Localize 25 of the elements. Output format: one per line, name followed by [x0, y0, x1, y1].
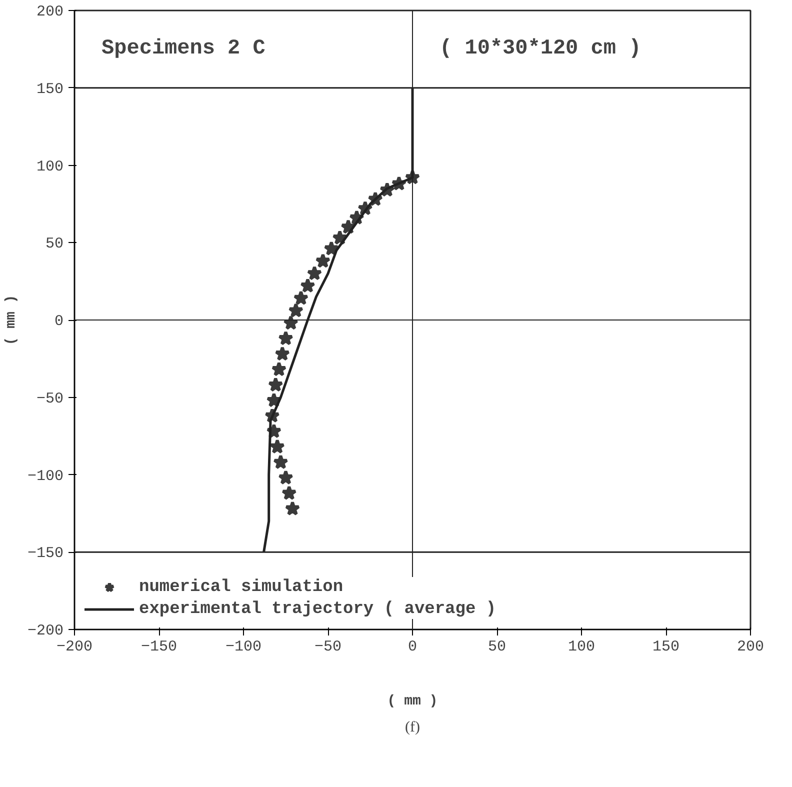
- x-tick-label: −50: [314, 638, 342, 656]
- text: Specimens 2 C: [102, 38, 266, 61]
- y-tick-label: −100: [27, 468, 64, 485]
- y-tick-label: 50: [45, 236, 64, 253]
- y-tick-label: 150: [36, 80, 64, 98]
- x-tick-label: −200: [56, 638, 93, 656]
- legend-label: experimental trajectory ( average ): [139, 600, 496, 618]
- x-tick-label: 150: [652, 638, 680, 656]
- x-tick-label: 100: [568, 638, 596, 656]
- y-tick-label: 200: [36, 4, 64, 20]
- y-tick-label: 100: [36, 158, 64, 176]
- text: (f): [405, 720, 420, 736]
- y-tick-label: −150: [27, 545, 64, 562]
- x-tick-label: 50: [488, 638, 506, 656]
- legend-label: numerical simulation: [139, 578, 344, 596]
- y-tick-label: −50: [36, 390, 64, 408]
- y-axis-title: ( mm ): [3, 294, 20, 346]
- y-tick-label: −200: [27, 622, 64, 640]
- text: ( 10*30*120 cm ): [440, 38, 642, 61]
- x-tick-label: 200: [737, 638, 764, 656]
- x-tick-label: −100: [225, 638, 262, 656]
- x-axis-title: ( mm ): [387, 694, 438, 710]
- x-tick-label: 0: [408, 638, 418, 656]
- y-tick-label: 0: [54, 313, 64, 330]
- x-tick-label: −150: [140, 638, 178, 656]
